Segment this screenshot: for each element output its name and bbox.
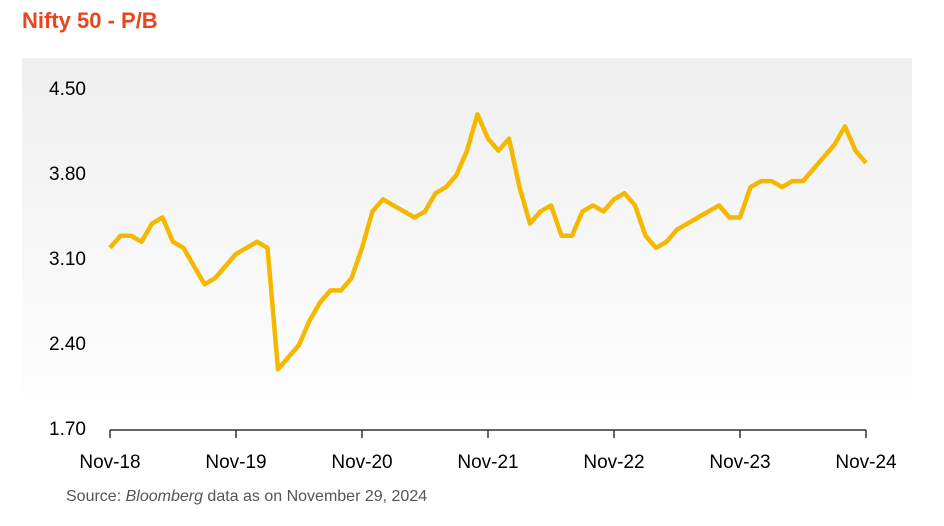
y-tick-label: 3.10 <box>49 249 86 270</box>
x-tick-label: Nov-24 <box>835 452 897 473</box>
y-tick-label: 2.40 <box>49 334 86 355</box>
y-tick-label: 4.50 <box>49 79 86 100</box>
data-line <box>108 112 868 372</box>
x-tick-label: Nov-19 <box>205 452 266 473</box>
source-suffix: data as on November 29, 2024 <box>207 488 427 505</box>
y-tick-label: 1.70 <box>49 419 86 440</box>
plot-background <box>22 58 912 430</box>
y-tick-label: 3.80 <box>49 164 86 185</box>
chart-title: Nifty 50 - P/B <box>22 8 158 33</box>
source-note: Source: Bloomberg data as on November 29… <box>66 488 427 505</box>
source-prefix: Source: <box>66 488 121 505</box>
x-tick-label: Nov-20 <box>331 452 392 473</box>
x-tick-label: Nov-23 <box>709 452 770 473</box>
source-name: Bloomberg <box>126 488 203 505</box>
x-tick-label: Nov-21 <box>457 452 518 473</box>
x-tick-label: Nov-22 <box>583 452 644 473</box>
x-tick-label: Nov-18 <box>79 452 140 473</box>
